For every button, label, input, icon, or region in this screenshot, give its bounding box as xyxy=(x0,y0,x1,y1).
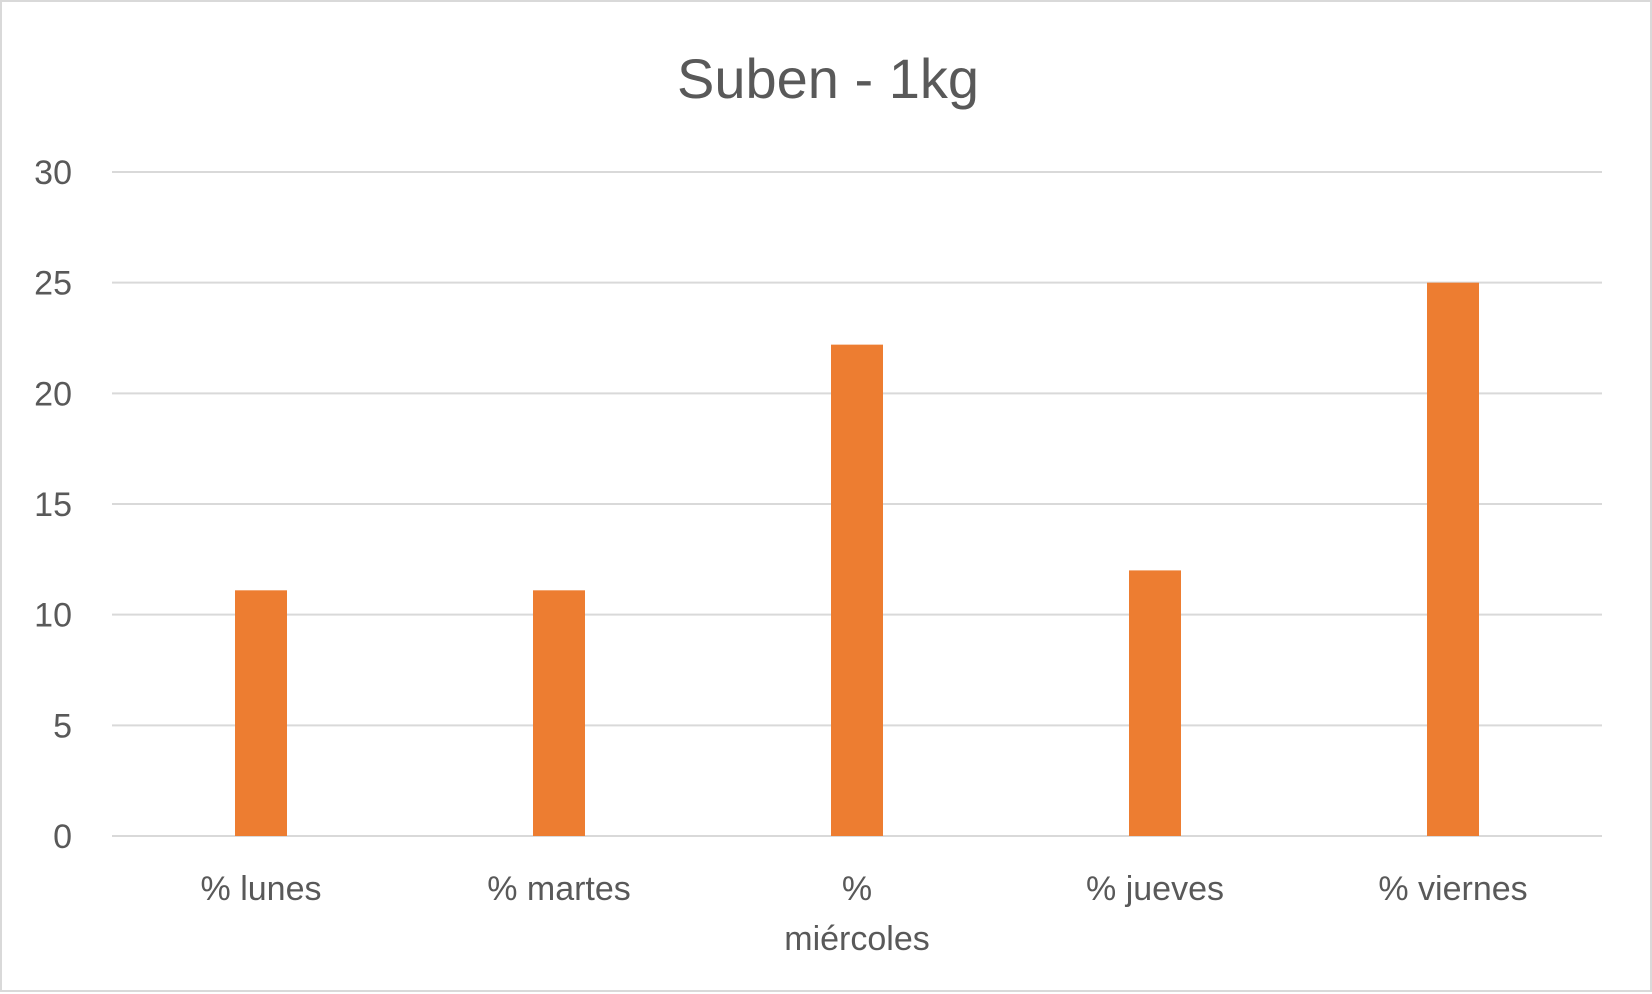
bar xyxy=(1129,570,1181,836)
x-category-label-line: % lunes xyxy=(201,870,322,908)
y-tick-label: 5 xyxy=(53,707,72,745)
x-axis-category-labels: % lunes % martes% miércoles % jueves % viern… xyxy=(201,870,1528,958)
x-category-label: % lunes xyxy=(201,870,322,908)
bar xyxy=(1427,282,1479,837)
y-tick-label: 10 xyxy=(34,597,72,635)
y-tick-label: 25 xyxy=(34,265,72,303)
x-category-label-line: % viernes xyxy=(1378,870,1527,908)
x-category-label: % jueves xyxy=(1086,870,1224,908)
x-category-label-line: % jueves xyxy=(1086,870,1224,908)
bar xyxy=(533,590,585,836)
x-category-label: % miércoles xyxy=(784,870,929,958)
y-axis-tick-labels: 0 5 10 15 20 25 30 xyxy=(34,154,72,856)
y-tick-label: 0 xyxy=(53,818,72,856)
bar xyxy=(831,344,883,836)
x-category-label-line: miércoles xyxy=(784,920,929,958)
y-tick-label: 20 xyxy=(34,375,72,413)
bars xyxy=(235,282,1479,837)
y-tick-label: 30 xyxy=(34,154,72,192)
x-category-label-line: % xyxy=(842,870,872,908)
y-tick-label: 15 xyxy=(34,486,72,524)
x-category-label: % viernes xyxy=(1378,870,1527,908)
chart-title: Suben - 1kg xyxy=(677,47,979,110)
x-category-label-line: % martes xyxy=(487,870,631,908)
x-category-label: % martes xyxy=(487,870,631,908)
bar xyxy=(235,590,287,836)
